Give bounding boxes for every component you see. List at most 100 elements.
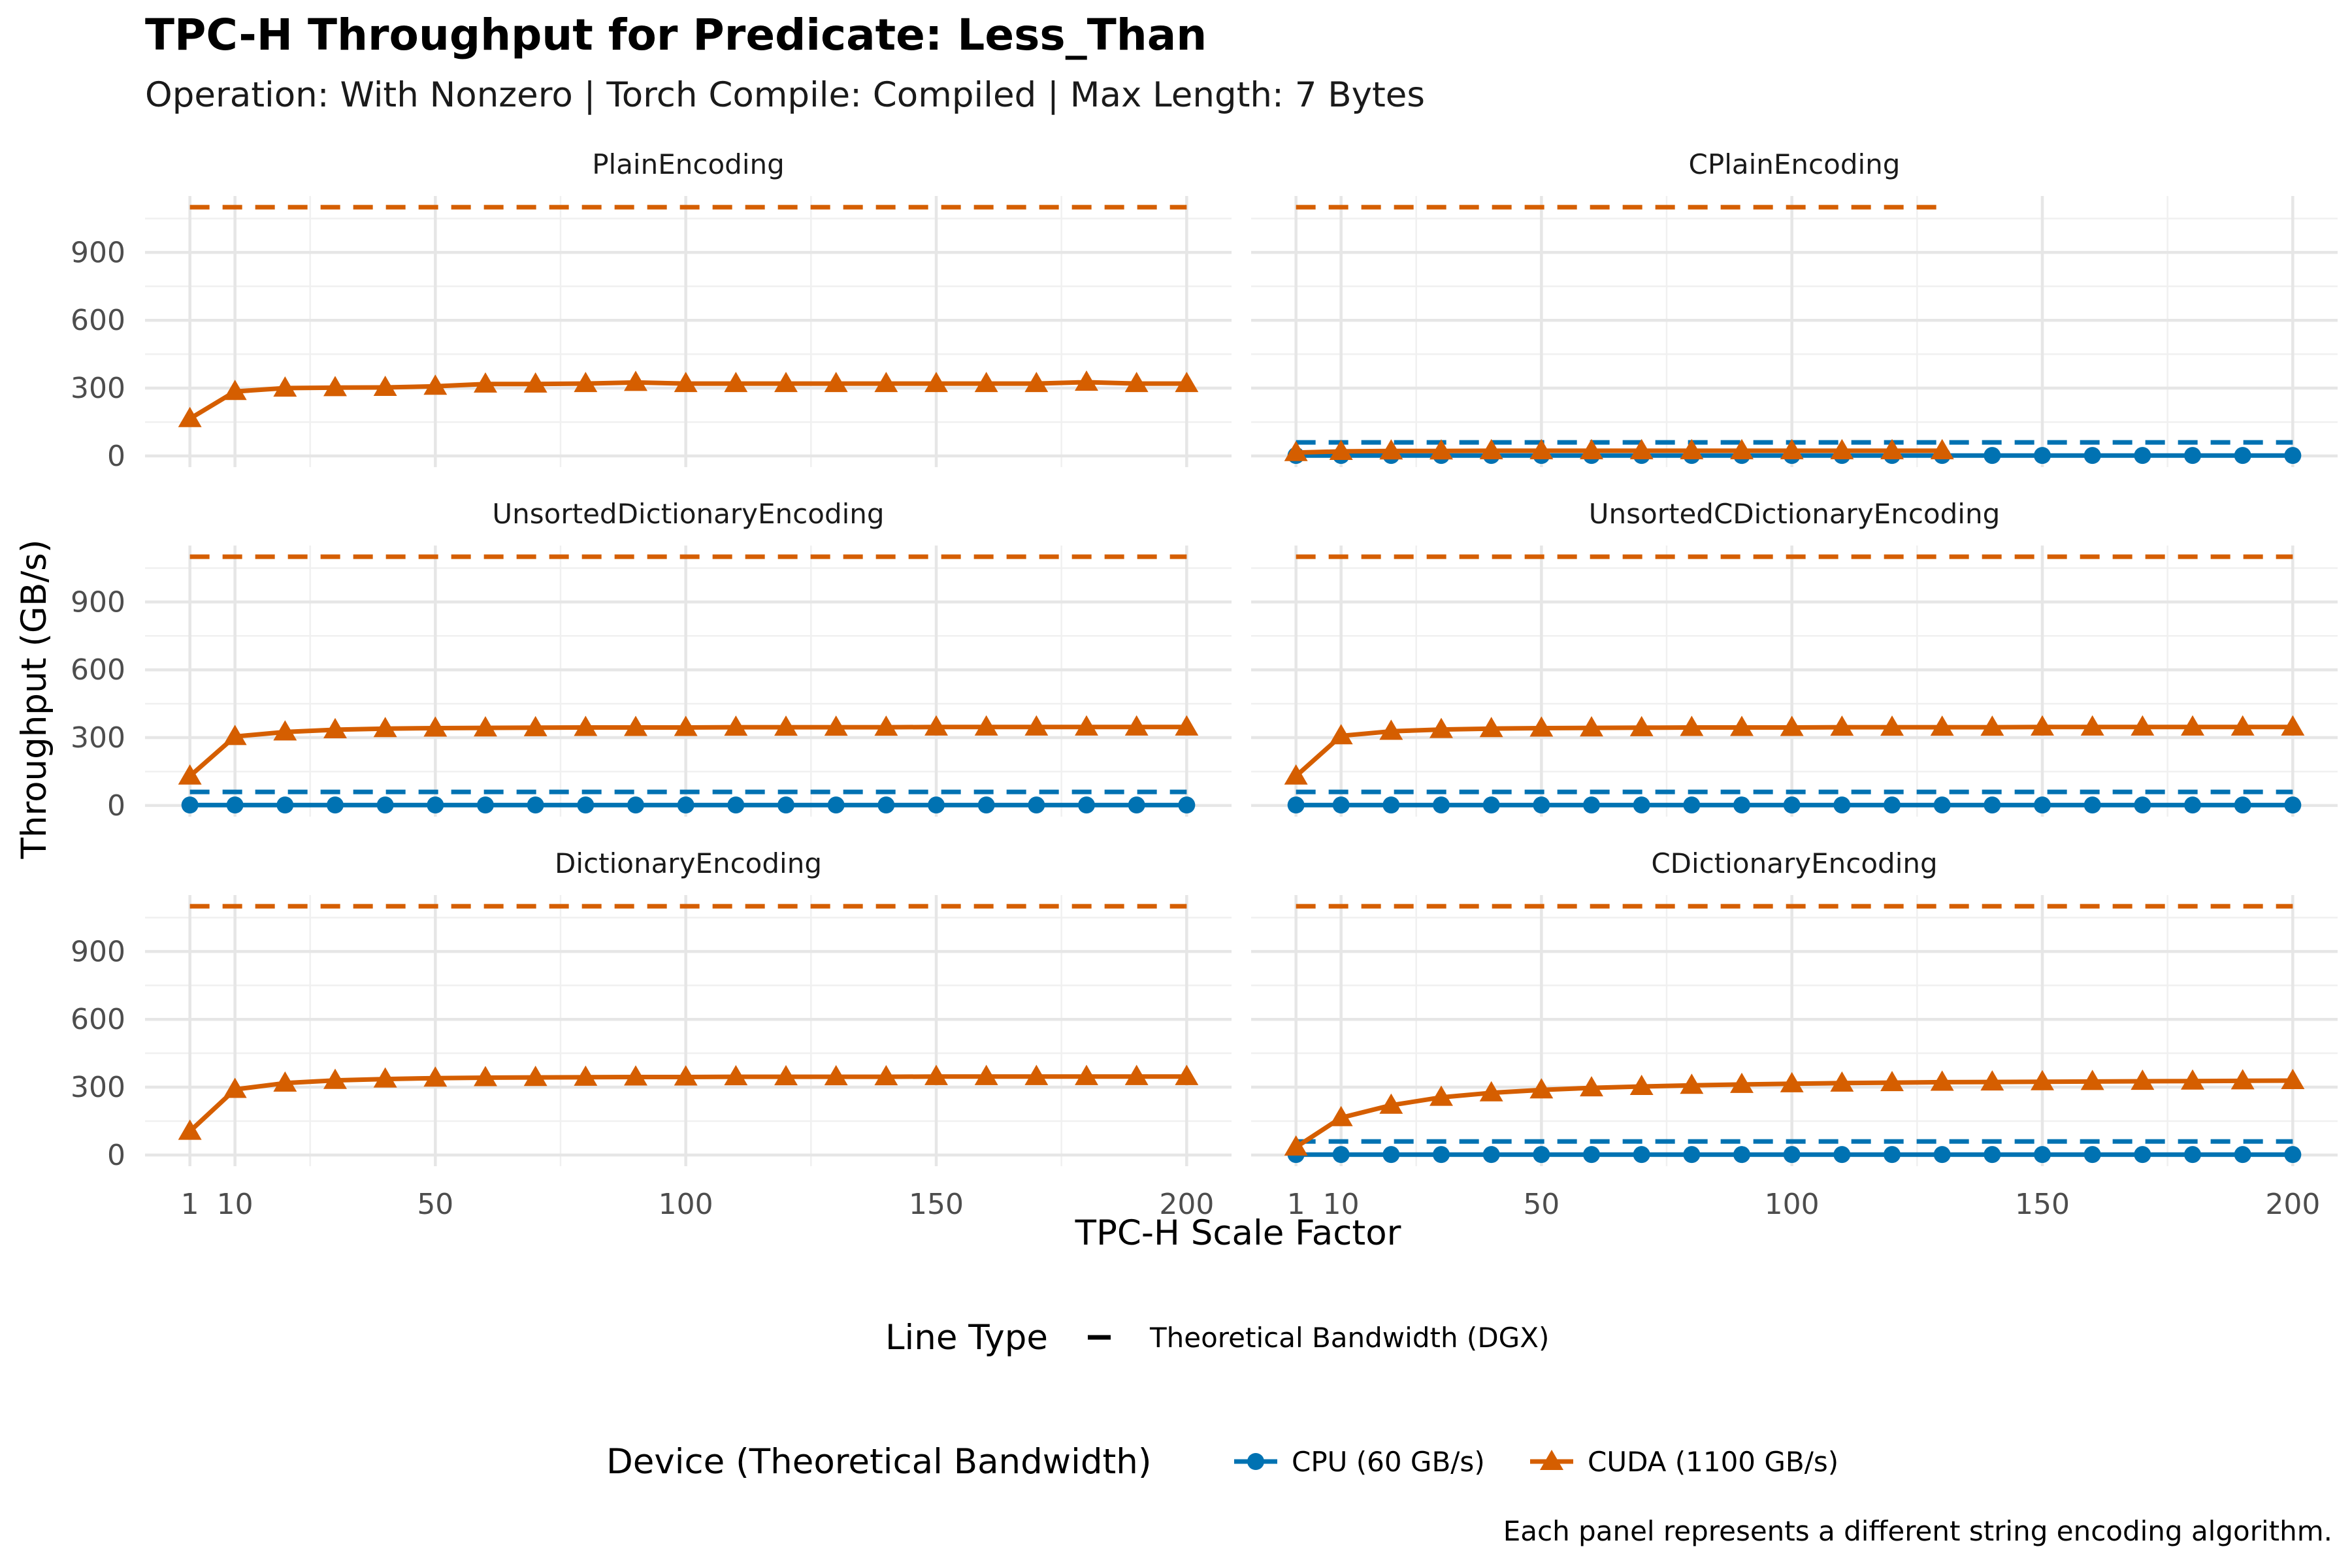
panel-title: PlainEncoding [592, 148, 785, 180]
data-point-cpu [627, 796, 644, 814]
data-point-cuda [1124, 1064, 1149, 1085]
data-point-cuda [1780, 438, 1804, 459]
y-tick-label: 300 [71, 372, 125, 405]
data-point-cuda [1730, 715, 1754, 736]
data-point-cpu [1683, 796, 1701, 814]
data-point-cuda [2131, 715, 2155, 736]
data-point-cuda [1124, 372, 1149, 393]
data-point-cuda [1680, 715, 1704, 736]
panel-CDictionaryEncoding: CDictionaryEncoding 1 10 50 100 150 200 [1251, 847, 2338, 1221]
data-point-cuda [1930, 715, 1954, 736]
chart-caption: Each panel represents a different string… [1503, 1515, 2332, 1547]
data-point-cpu [226, 796, 244, 814]
data-point-cuda [273, 1071, 297, 1092]
data-point-cuda [523, 715, 547, 736]
data-point-cpu [2284, 447, 2302, 465]
data-point-cpu [1287, 796, 1305, 814]
data-point-cpu [2184, 1146, 2202, 1164]
data-point-cpu [777, 796, 795, 814]
data-point-cuda [624, 715, 647, 736]
data-point-cuda [2230, 1069, 2255, 1090]
data-point-cuda [1024, 1064, 1049, 1085]
data-point-cuda [674, 372, 698, 393]
data-point-cuda [523, 1066, 547, 1086]
data-point-cuda [1379, 439, 1403, 460]
data-point-cuda [2031, 715, 2054, 736]
data-point-cpu [1733, 1146, 1750, 1164]
data-point-cpu [1833, 1146, 1851, 1164]
data-point-cpu [1332, 796, 1350, 814]
data-point-cpu [1432, 796, 1450, 814]
linetype-legend-label: Theoretical Bandwidth (DGX) [1149, 1322, 1549, 1354]
data-point-cuda [1429, 439, 1453, 460]
y-tick-label: 0 [107, 440, 125, 473]
x-tick-label: 1 [1287, 1188, 1305, 1221]
data-point-cpu [276, 796, 294, 814]
x-axis-title: TPC-H Scale Factor [1075, 1213, 1401, 1253]
y-tick-label: 600 [71, 304, 125, 337]
data-point-cuda [1680, 438, 1704, 459]
data-point-cuda [523, 372, 547, 393]
data-point-cuda [323, 1068, 347, 1089]
data-point-cuda [1629, 438, 1654, 459]
data-point-cpu [2083, 796, 2101, 814]
data-point-cuda [824, 372, 848, 393]
data-point-cuda [178, 1119, 202, 1140]
data-point-cpu [577, 796, 595, 814]
data-point-cuda [323, 376, 347, 397]
data-point-cpu [1633, 796, 1650, 814]
data-point-cuda [1075, 1064, 1098, 1085]
data-point-cpu [1984, 796, 2001, 814]
data-point-cpu [2184, 796, 2202, 814]
panel-CPlainEncoding: CPlainEncoding [1251, 148, 2338, 467]
data-point-cpu [2034, 1146, 2051, 1164]
data-point-cuda [423, 716, 448, 737]
chart-subtitle: Operation: With Nonzero | Torch Compile:… [145, 75, 1425, 115]
data-point-cuda [1329, 724, 1353, 745]
data-point-cuda [2281, 715, 2305, 736]
panel-title: CDictionaryEncoding [1651, 847, 1937, 879]
data-point-cuda [1830, 715, 1854, 736]
data-point-cpu [2284, 796, 2302, 814]
data-point-cuda [1830, 1071, 1854, 1092]
x-tick-label: 50 [1523, 1188, 1560, 1221]
y-tick-label: 300 [71, 721, 125, 755]
data-point-cuda [323, 717, 347, 738]
data-point-cuda [1780, 1071, 1804, 1092]
data-point-cuda [1075, 715, 1098, 736]
panel-title: UnsortedDictionaryEncoding [492, 498, 884, 530]
data-point-cuda [1629, 715, 1654, 736]
data-point-cpu [1382, 796, 1400, 814]
data-point-cuda [178, 764, 202, 785]
data-point-cpu [1933, 796, 1951, 814]
x-tick-label: 100 [659, 1188, 713, 1221]
data-point-cpu [427, 796, 444, 814]
device-legend-label-cuda: CUDA (1100 GB/s) [1588, 1446, 1838, 1478]
data-point-cuda [1730, 1072, 1754, 1093]
data-point-cuda [1580, 1076, 1603, 1097]
data-point-cuda [1329, 1105, 1353, 1126]
data-point-cuda [624, 1065, 647, 1086]
data-point-cpu [877, 796, 895, 814]
data-point-cpu [2234, 1146, 2251, 1164]
data-point-cuda [1629, 1075, 1654, 1096]
data-point-cuda [1529, 716, 1554, 737]
data-point-cuda [874, 372, 898, 393]
data-point-cpu [1533, 1146, 1550, 1164]
data-point-cuda [1284, 440, 1308, 461]
data-point-cuda [1429, 1085, 1453, 1106]
data-point-cuda [674, 715, 698, 736]
y-tick-label: 0 [107, 1139, 125, 1172]
data-point-cuda [423, 1066, 448, 1087]
data-point-cuda [924, 1064, 948, 1085]
data-point-cuda [373, 717, 397, 738]
panel-PlainEncoding: PlainEncoding 0 300 600 900 [71, 148, 1232, 473]
data-point-cpu [1078, 796, 1096, 814]
data-point-cuda [874, 715, 898, 736]
panel-DictionaryEncoding: DictionaryEncoding 0 300 600 900 1 10 50 100 150 2… [71, 847, 1232, 1221]
y-tick-label: 0 [107, 789, 125, 823]
x-tick-label: 50 [417, 1188, 453, 1221]
data-point-cuda [574, 715, 598, 736]
data-point-cpu [1382, 1146, 1400, 1164]
